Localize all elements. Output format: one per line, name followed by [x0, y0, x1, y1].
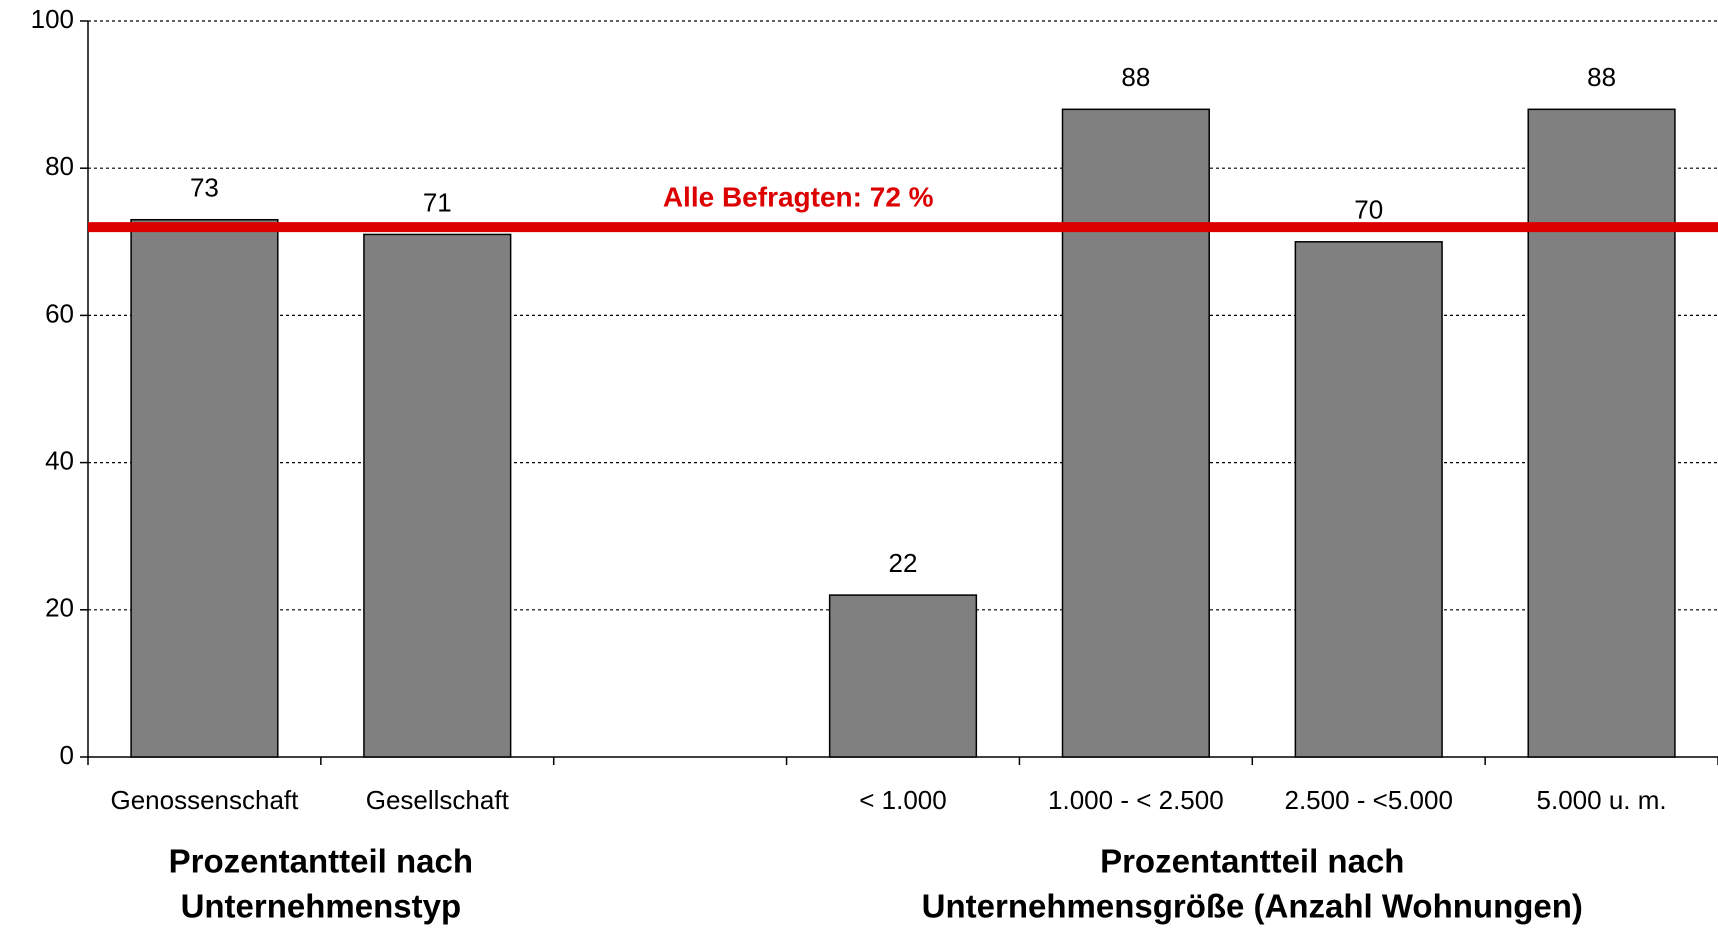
- x-tick-label: Gesellschaft: [366, 785, 510, 815]
- bar: [1061, 108, 1210, 758]
- y-tick-label: 60: [45, 298, 74, 328]
- value-label: 88: [1587, 62, 1616, 92]
- y-tick-label: 100: [31, 4, 74, 34]
- value-label: 71: [423, 187, 452, 217]
- bar: [1294, 241, 1443, 758]
- value-label: 22: [889, 548, 918, 578]
- group-label: Unternehmensgröße (Anzahl Wohnungen): [922, 888, 1583, 925]
- value-label: 88: [1121, 62, 1150, 92]
- group-label: Unternehmenstyp: [181, 888, 462, 925]
- reference-label: Alle Befragten: 72 %: [663, 181, 934, 212]
- group-label: Prozentantteil nach: [169, 843, 473, 880]
- x-tick-label: 5.000 u. m.: [1537, 785, 1667, 815]
- group-label: Prozentantteil nach: [1100, 843, 1404, 880]
- bar: [828, 594, 978, 758]
- x-tick-label: 1.000 - < 2.500: [1048, 785, 1224, 815]
- x-tick-label: Genossenschaft: [110, 785, 299, 815]
- value-label: 70: [1354, 195, 1383, 225]
- bar: [1527, 108, 1676, 758]
- value-label: 73: [190, 173, 219, 203]
- y-tick-label: 20: [45, 593, 74, 623]
- bar: [363, 233, 512, 758]
- y-tick-label: 80: [45, 151, 74, 181]
- x-tick-label: < 1.000: [859, 785, 946, 815]
- x-tick-label: 2.500 - <5.000: [1285, 785, 1453, 815]
- y-tick-label: 40: [45, 445, 74, 475]
- y-tick-label: 0: [60, 740, 74, 770]
- bar: [130, 218, 279, 758]
